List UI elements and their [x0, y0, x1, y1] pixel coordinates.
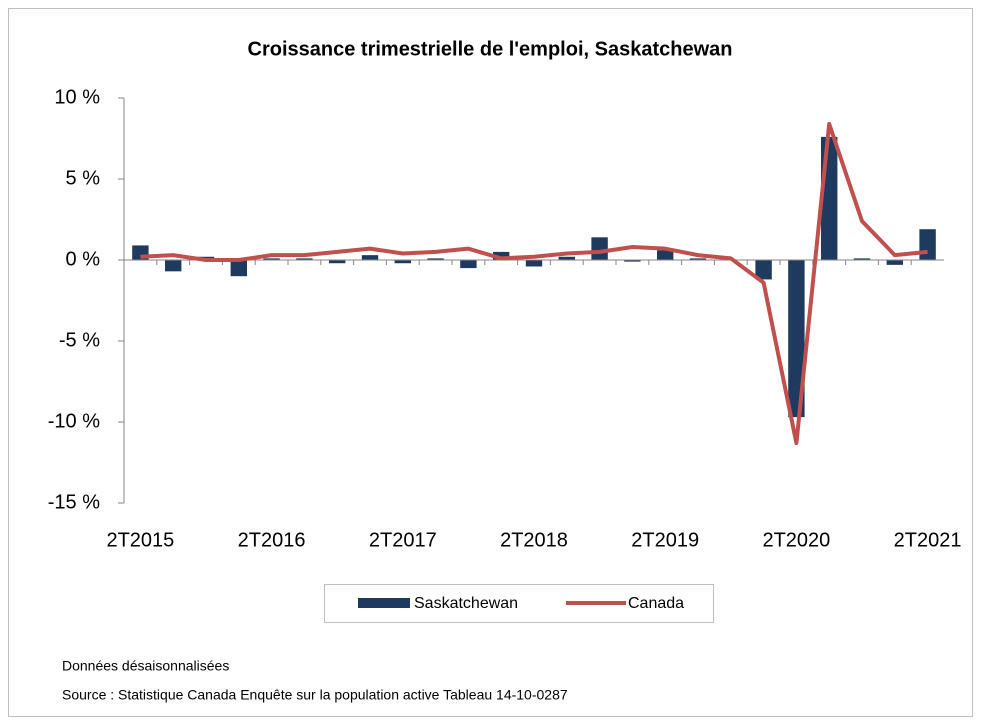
y-tick-label: 0 %	[66, 248, 101, 270]
bar	[460, 260, 477, 269]
x-tick-label: 2T2020	[762, 529, 830, 551]
x-tick-label: 2T2019	[631, 529, 699, 551]
y-tick-label: 10 %	[54, 86, 100, 108]
legend-label: Saskatchewan	[414, 595, 518, 612]
bar	[427, 258, 444, 260]
y-tick-label: -5 %	[59, 329, 100, 351]
bar	[296, 258, 313, 260]
bar	[591, 237, 608, 260]
bar	[394, 260, 411, 264]
bar	[657, 250, 674, 260]
bar	[919, 229, 936, 260]
bar	[165, 260, 182, 272]
bar	[558, 256, 575, 260]
legend-swatch	[358, 598, 410, 608]
y-tick-label: -10 %	[48, 410, 100, 432]
bar	[230, 260, 247, 277]
bar	[361, 255, 379, 260]
legend-label: Canada	[628, 595, 684, 612]
bar	[263, 258, 280, 260]
bar	[788, 260, 805, 418]
bar	[755, 260, 772, 280]
line	[140, 121, 928, 446]
bar	[853, 258, 871, 260]
y-tick-label: 5 %	[66, 167, 101, 189]
y-tick-label: -15 %	[48, 491, 100, 513]
bar	[493, 251, 510, 260]
chart-title: Croissance trimestrielle de l'emploi, Sa…	[248, 38, 733, 60]
bar	[886, 260, 903, 265]
note: Données désaisonnalisées	[62, 658, 229, 674]
x-tick-label: 2T2021	[894, 529, 962, 551]
bar	[689, 258, 707, 260]
x-tick-label: 2T2018	[500, 529, 568, 551]
bar	[329, 260, 346, 264]
x-tick-label: 2T2015	[106, 529, 174, 551]
note: Source : Statistique Canada Enquête sur …	[62, 687, 568, 703]
x-tick-label: 2T2016	[238, 529, 306, 551]
bar	[525, 260, 543, 267]
x-tick-label: 2T2017	[369, 529, 437, 551]
bar	[624, 260, 641, 262]
